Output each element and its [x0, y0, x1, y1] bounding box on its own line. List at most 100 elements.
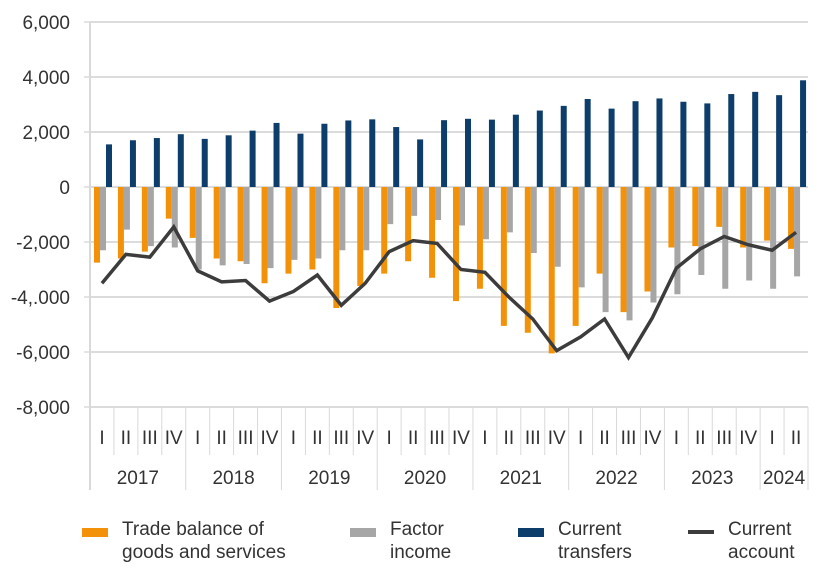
legend-item-factor-income: Factor income	[350, 518, 451, 564]
quarter-label: IV	[165, 428, 183, 449]
legend-text: transfers	[558, 542, 632, 563]
bar-trade-balance-of-goods-and-services	[692, 187, 699, 247]
bar-trade-balance-of-goods-and-services	[548, 187, 555, 354]
quarter-label: II	[216, 428, 227, 449]
bar-trade-balance-of-goods-and-services	[261, 187, 268, 284]
bar-current-transfers	[536, 110, 543, 187]
year-label: 2023	[691, 468, 733, 489]
quarter-label: I	[769, 428, 774, 449]
year-label: 2024	[763, 468, 806, 489]
bar-current-transfers	[201, 138, 208, 187]
bar-factor-income	[794, 187, 801, 277]
bar-current-transfers	[752, 91, 759, 187]
bar-factor-income	[459, 187, 465, 226]
quarter-label: II	[504, 428, 515, 449]
quarter-label: II	[791, 428, 802, 449]
bar-trade-balance-of-goods-and-services	[429, 187, 436, 278]
quarter-label: III	[525, 428, 541, 449]
bar-trade-balance-of-goods-and-services	[189, 187, 196, 238]
bar-trade-balance-of-goods-and-services	[405, 187, 412, 262]
bar-factor-income	[554, 187, 561, 267]
quarter-label: III	[142, 428, 158, 449]
bar-trade-balance-of-goods-and-services	[453, 187, 459, 302]
year-label: 2020	[404, 468, 446, 489]
bar-trade-balance-of-goods-and-services	[524, 187, 531, 333]
bar-trade-balance-of-goods-and-services	[357, 187, 364, 286]
bar-current-transfers	[512, 114, 519, 187]
bar-factor-income	[674, 187, 681, 295]
bar-current-transfers	[297, 133, 304, 187]
legend-text: income	[390, 542, 452, 563]
bar-trade-balance-of-goods-and-services	[500, 187, 507, 326]
bar-current-transfers	[704, 103, 711, 187]
quarter-label: IV	[643, 428, 661, 449]
bar-factor-income	[219, 187, 226, 266]
bar-current-transfers	[560, 105, 567, 187]
bar-trade-balance-of-goods-and-services	[788, 187, 795, 249]
bar-trade-balance-of-goods-and-services	[285, 187, 292, 274]
bar-trade-balance-of-goods-and-services	[165, 187, 172, 219]
legend: Trade balance of goods and services Facto…	[0, 518, 820, 568]
quarter-label: III	[333, 428, 349, 449]
legend-item-current-transfers: Current transfers	[518, 518, 632, 564]
bar-current-transfers	[465, 118, 471, 187]
quarter-label: III	[429, 428, 445, 449]
quarter-label: I	[578, 428, 583, 449]
bar-current-transfers	[153, 138, 160, 187]
legend-swatch-account	[688, 530, 714, 534]
bar-factor-income	[195, 187, 202, 270]
bar-current-transfers	[177, 134, 184, 187]
y-tick-label: 2,000	[22, 123, 70, 144]
bar-trade-balance-of-goods-and-services	[117, 187, 124, 259]
bar-factor-income	[770, 187, 777, 289]
quarter-label: I	[291, 428, 296, 449]
year-label: 2018	[212, 468, 254, 489]
bar-current-transfers	[488, 119, 495, 187]
bar-current-transfers	[321, 123, 328, 187]
bar-current-transfers	[106, 144, 112, 187]
bar-current-transfers	[776, 95, 783, 187]
bar-current-transfers	[584, 99, 591, 187]
quarter-label: I	[674, 428, 679, 449]
bar-trade-balance-of-goods-and-services	[620, 187, 627, 313]
bar-factor-income	[147, 187, 154, 247]
bar-trade-balance-of-goods-and-services	[596, 187, 603, 274]
bar-current-transfers	[417, 139, 424, 187]
bar-factor-income	[746, 187, 753, 281]
bar-current-transfers	[393, 127, 400, 187]
bar-current-transfers	[345, 120, 352, 187]
legend-text: Current	[728, 519, 792, 540]
bar-trade-balance-of-goods-and-services	[333, 187, 340, 308]
legend-text: Trade balance of	[122, 519, 264, 540]
quarter-label: I	[482, 428, 487, 449]
bar-trade-balance-of-goods-and-services	[740, 187, 747, 248]
bar-current-transfers	[656, 98, 663, 187]
quarter-label: III	[716, 428, 732, 449]
bar-factor-income	[387, 187, 394, 225]
bar-trade-balance-of-goods-and-services	[668, 187, 675, 248]
legend-label-trade: Trade balance of goods and services	[122, 518, 286, 564]
y-tick-label: 6,000	[22, 13, 70, 34]
quarter-label: II	[408, 428, 419, 449]
bar-current-transfers	[632, 101, 639, 187]
bar-trade-balance-of-goods-and-services	[572, 187, 579, 326]
bar-factor-income	[267, 187, 274, 269]
bar-factor-income	[482, 187, 489, 240]
legend-label-transfers: Current transfers	[558, 518, 632, 564]
bar-trade-balance-of-goods-and-services	[213, 187, 220, 259]
y-tick-label: -8,000	[16, 398, 70, 419]
bar-current-transfers	[129, 140, 136, 187]
quarter-label: II	[312, 428, 323, 449]
bar-factor-income	[123, 187, 130, 230]
quarter-label: II	[121, 428, 132, 449]
legend-item-current-account: Current account	[688, 518, 795, 564]
bar-factor-income	[602, 187, 609, 313]
quarter-label: II	[599, 428, 610, 449]
year-label: 2019	[308, 468, 350, 489]
bar-trade-balance-of-goods-and-services	[764, 187, 771, 241]
bar-trade-balance-of-goods-and-services	[141, 187, 148, 252]
bar-current-transfers	[249, 130, 256, 187]
bar-current-transfers	[608, 108, 615, 187]
bar-factor-income	[411, 187, 418, 216]
bar-trade-balance-of-goods-and-services	[94, 187, 100, 263]
